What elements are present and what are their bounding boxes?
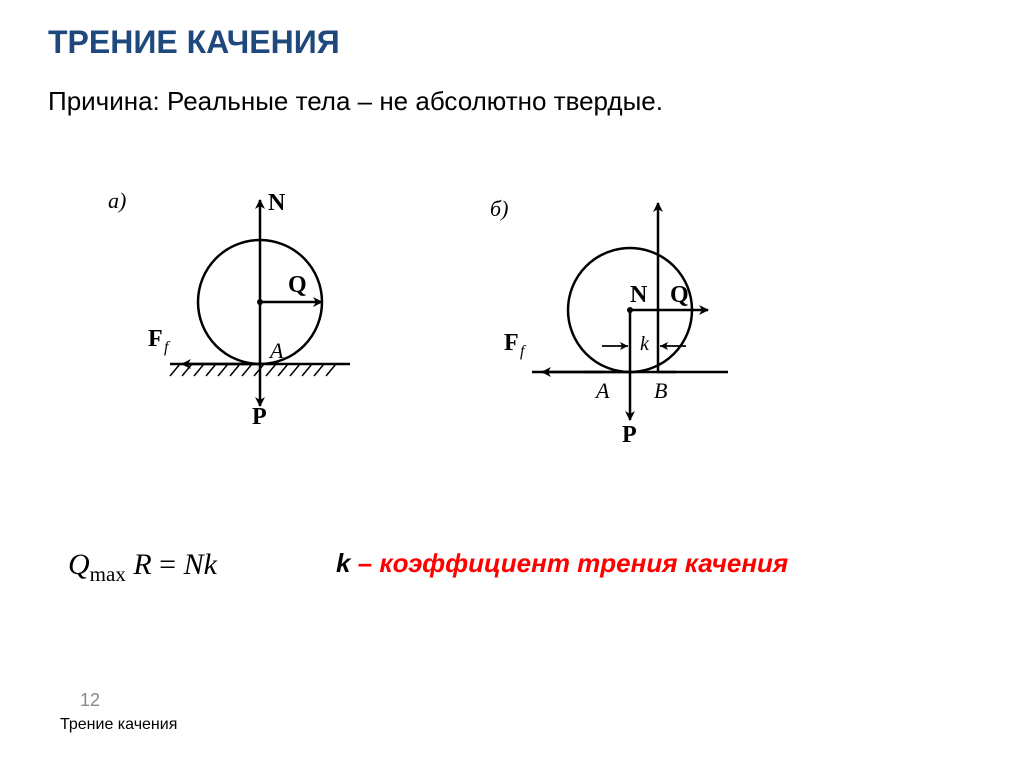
svg-text:N: N — [268, 190, 286, 216]
svg-text:Q: Q — [288, 272, 307, 298]
slide-subtitle: Причина: Реальные тела – не абсолютно тв… — [48, 86, 663, 117]
footer-caption: Трение качения — [60, 716, 177, 734]
formula-R: R — [126, 548, 152, 581]
diagram-b: N Q F f A B P k — [470, 180, 770, 460]
diagram-a-label: а) — [108, 188, 126, 214]
svg-text:F: F — [148, 326, 163, 352]
coeff-k: k — [336, 548, 350, 578]
coefficient-text: k – коэффициент трения качения — [336, 548, 788, 579]
slide-number: 12 — [80, 690, 100, 711]
formula-Nk: Nk — [184, 548, 217, 581]
slide: ТРЕНИЕ КАЧЕНИЯ Причина: Реальные тела – … — [0, 0, 1024, 767]
coeff-main: коэффициент трения качения — [379, 548, 788, 578]
svg-text:A: A — [268, 338, 284, 363]
svg-text:P: P — [252, 404, 267, 430]
svg-text:f: f — [520, 343, 527, 360]
svg-text:Q: Q — [670, 282, 689, 308]
svg-text:N: N — [630, 282, 648, 308]
formula-Q: Q — [68, 548, 90, 581]
formula-max: max — [90, 562, 126, 586]
svg-text:f: f — [164, 339, 171, 356]
coeff-dash: – — [350, 548, 379, 578]
svg-text:P: P — [622, 422, 637, 448]
diagram-a: N Q F f A P — [130, 172, 390, 432]
svg-text:B: B — [654, 378, 667, 403]
svg-text:F: F — [504, 330, 519, 356]
formula-eq: = — [152, 548, 184, 581]
svg-text:k: k — [640, 333, 650, 355]
formula: Qmax R = Nk — [68, 548, 217, 587]
svg-text:A: A — [594, 378, 610, 403]
slide-title: ТРЕНИЕ КАЧЕНИЯ — [48, 24, 340, 61]
